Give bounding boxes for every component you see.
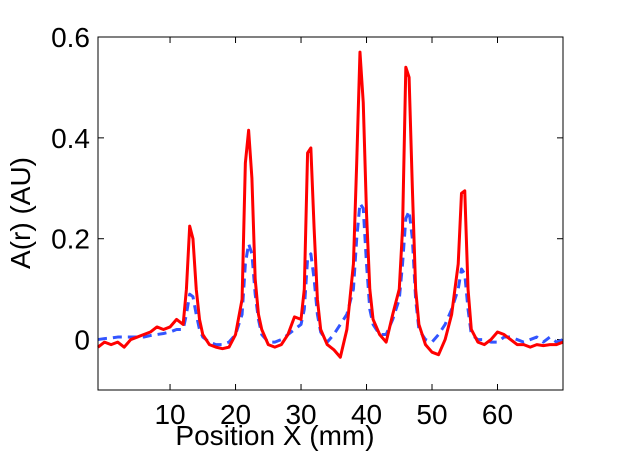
x-tick-label: 20 [220, 399, 251, 430]
x-tick-label: 30 [285, 399, 316, 430]
data-line [97, 50, 564, 359]
y-tick-label: 0 [74, 325, 90, 356]
y-tick-label: 0.2 [51, 224, 90, 255]
x-tick-label: 10 [154, 399, 185, 430]
y-tick-label: 0.6 [51, 22, 90, 53]
x-axis-label: Position X (mm) [175, 420, 374, 451]
y-tick-label: 0.4 [51, 123, 90, 154]
x-tick-label: 60 [482, 399, 513, 430]
x-tick-label: 40 [351, 399, 382, 430]
x-tick-label: 50 [416, 399, 447, 430]
y-axis-label: A(r) (AU) [5, 157, 36, 269]
plot-frame [97, 36, 564, 391]
